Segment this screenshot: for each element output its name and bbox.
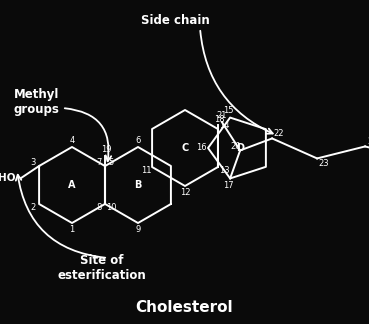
Text: 16: 16: [196, 144, 206, 153]
Text: Methyl
groups: Methyl groups: [14, 88, 60, 116]
Text: 4: 4: [69, 135, 75, 145]
Text: 1: 1: [69, 226, 75, 235]
Text: C: C: [182, 143, 189, 153]
Text: 17: 17: [223, 180, 233, 190]
Text: 8: 8: [96, 203, 102, 212]
Text: Cholesterol: Cholesterol: [135, 300, 233, 316]
Text: 2: 2: [30, 203, 36, 212]
Text: 10: 10: [106, 203, 116, 212]
Text: 22: 22: [274, 129, 284, 138]
Text: 5: 5: [108, 158, 114, 167]
Text: 11: 11: [141, 166, 151, 175]
Text: HO: HO: [0, 173, 16, 183]
Text: D: D: [236, 143, 244, 153]
Text: B: B: [134, 180, 142, 190]
Text: A: A: [68, 180, 76, 190]
Text: 18: 18: [214, 114, 224, 123]
Text: 24: 24: [368, 137, 369, 146]
Text: Site of
esterification: Site of esterification: [58, 254, 146, 282]
Text: 23: 23: [319, 159, 330, 168]
Text: 9: 9: [135, 226, 141, 235]
Text: 14: 14: [219, 121, 229, 130]
Text: 21: 21: [217, 111, 227, 120]
Text: 3: 3: [30, 158, 36, 167]
Text: 13: 13: [219, 166, 229, 175]
Text: 6: 6: [135, 135, 141, 145]
Text: 7: 7: [96, 158, 102, 167]
Text: 20: 20: [231, 142, 241, 151]
Text: 12: 12: [180, 189, 190, 198]
Text: Side chain: Side chain: [141, 14, 209, 27]
Text: 15: 15: [223, 106, 233, 115]
Text: 19: 19: [101, 145, 111, 155]
